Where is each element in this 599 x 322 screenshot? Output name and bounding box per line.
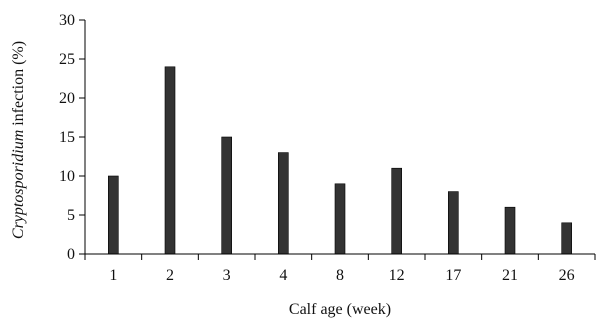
x-axis-label: Calf age (week): [289, 301, 391, 318]
y-tick-label-20: 20: [59, 90, 75, 107]
plot-area: [108, 66, 573, 255]
y-tick-label-15: 15: [59, 129, 75, 146]
x-tick-label-26: 26: [559, 267, 575, 284]
bar-17: [447, 191, 459, 255]
bar-12: [391, 167, 403, 255]
x-tick-label-1: 1: [109, 267, 117, 284]
x-tick-label-21: 21: [502, 267, 518, 284]
bar-2: [164, 66, 176, 255]
y-tick-label-25: 25: [59, 51, 75, 68]
y-axis-label-rest: infection (%): [10, 41, 27, 130]
bar-8: [334, 183, 346, 255]
y-axis-label: Cryptosporidium infection (%): [10, 41, 27, 239]
bar-21: [504, 206, 516, 255]
bar-4: [277, 152, 289, 255]
x-tick-label-8: 8: [336, 267, 344, 284]
x-tick-label-17: 17: [445, 267, 461, 284]
x-tick-label-12: 12: [389, 267, 405, 284]
y-tick-label-5: 5: [67, 207, 75, 224]
y-axis-label-italic: Cryptosporidium: [10, 130, 27, 239]
x-tick-label-3: 3: [223, 267, 231, 284]
bar-1: [108, 175, 119, 255]
x-tick-label-2: 2: [166, 267, 174, 284]
y-tick-label-30: 30: [59, 12, 75, 29]
bar-26: [561, 222, 573, 255]
bar-3: [221, 136, 232, 255]
x-tick-label-4: 4: [279, 267, 287, 284]
y-tick-label-0: 0: [67, 246, 75, 263]
y-tick-label-10: 10: [59, 168, 75, 185]
